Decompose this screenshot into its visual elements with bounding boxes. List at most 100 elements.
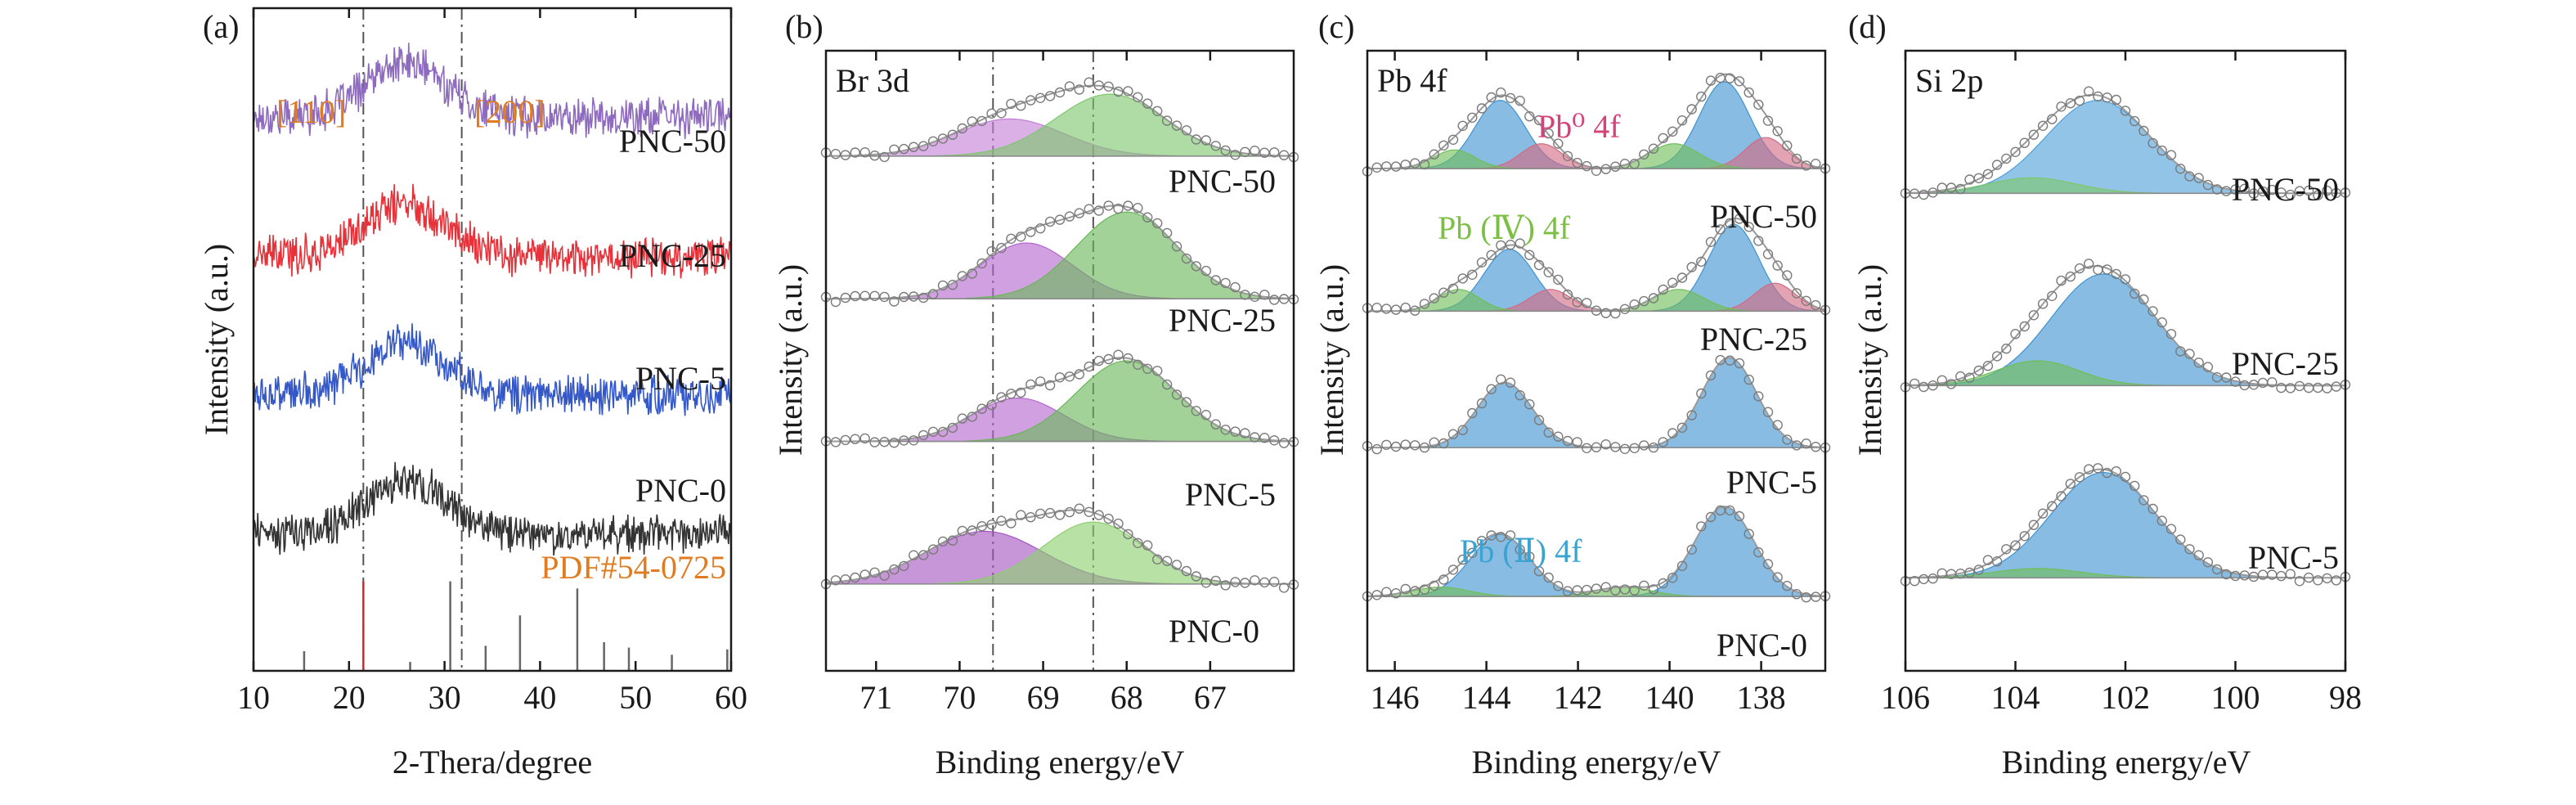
data-marker [1123, 200, 1133, 211]
data-marker [1772, 126, 1783, 137]
data-marker [1457, 120, 1468, 132]
data-marker [1629, 299, 1640, 310]
y-axis-label-d: Intensity (a.u.) [1851, 264, 1888, 456]
data-marker [879, 291, 890, 303]
data-marker [1936, 375, 1948, 385]
data-marker [1782, 270, 1793, 281]
data-marker [1753, 546, 1764, 558]
data-marker [1515, 390, 1525, 401]
data-marker [1025, 227, 1036, 237]
data-marker [1676, 272, 1688, 283]
data-marker [1524, 399, 1535, 410]
x-tick-label: 102 [2101, 679, 2150, 716]
data-marker [1093, 355, 1104, 367]
data-marker [1113, 86, 1124, 97]
data-marker [2111, 94, 2122, 106]
data-marker [1772, 572, 1783, 582]
data-marker [1467, 407, 1478, 419]
data-marker [2313, 190, 2323, 200]
annotation-pb-ii: Pb (Ⅱ) 4f [1460, 533, 1582, 569]
data-marker [2175, 534, 2186, 545]
data-marker [2028, 129, 2040, 140]
data-marker [1419, 299, 1430, 309]
data-marker [1084, 204, 1094, 214]
data-marker [2202, 179, 2214, 191]
data-marker [1686, 104, 1697, 115]
data-marker [1025, 95, 1036, 106]
data-marker [1753, 236, 1764, 246]
component-peak [1416, 381, 1594, 448]
data-marker [1113, 518, 1124, 529]
data-marker [840, 574, 851, 585]
data-marker [1034, 223, 1046, 234]
data-marker [1419, 159, 1430, 170]
data-marker [1268, 295, 1280, 305]
corner-label-si2p: Si 2p [1915, 62, 1983, 99]
data-marker [1142, 98, 1153, 109]
data-marker [879, 437, 890, 447]
data-marker [1667, 428, 1678, 438]
data-marker [957, 271, 968, 281]
data-marker [1591, 165, 1602, 177]
fit-envelope [825, 509, 1295, 585]
data-marker [927, 544, 939, 555]
data-marker [1909, 378, 1920, 389]
data-marker [2193, 550, 2204, 560]
y-axis-label-a: Intensity (a.u.) [198, 244, 235, 435]
data-marker [1054, 214, 1066, 225]
data-marker [1572, 585, 1582, 596]
data-marker [1591, 583, 1602, 594]
data-marker [850, 572, 860, 583]
data-marker [1151, 366, 1163, 376]
series-trace [253, 461, 732, 556]
data-marker [1419, 584, 1430, 595]
data-marker [1171, 389, 1183, 400]
data-marker [1034, 376, 1046, 387]
component-peak [1905, 177, 2174, 194]
series-label-pnc-25-c: PNC-25 [1700, 321, 1807, 358]
x-tick-label: 67 [1194, 679, 1227, 716]
data-marker [2028, 310, 2040, 321]
data-marker [2065, 97, 2076, 109]
data-marker [1801, 160, 1811, 171]
data-marker [2211, 372, 2223, 383]
component-peak [1936, 273, 2272, 386]
x-tick-label: 138 [1737, 679, 1786, 716]
series-label-pnc-25-b: PNC-25 [1169, 302, 1276, 339]
data-marker [996, 392, 1007, 402]
data-marker [1791, 288, 1802, 299]
data-marker [1467, 269, 1478, 280]
data-marker [1084, 361, 1094, 372]
data-marker [1696, 521, 1707, 532]
data-marker [1268, 577, 1280, 587]
data-marker [1054, 510, 1066, 520]
x-tick-label: 146 [1371, 679, 1420, 716]
plot-area-b [820, 51, 1299, 671]
data-marker [1390, 441, 1402, 452]
data-marker [2028, 519, 2040, 530]
data-marker [1457, 425, 1468, 435]
data-marker [1074, 369, 1085, 380]
data-marker [1973, 564, 1984, 575]
data-marker [1016, 387, 1026, 398]
data-marker [1505, 377, 1516, 388]
data-marker [1064, 506, 1075, 518]
x-tick-label: 69 [1027, 679, 1060, 716]
data-marker [957, 525, 968, 537]
data-marker [1025, 379, 1036, 390]
data-marker [2001, 153, 2012, 164]
series-label-pnc-5-a: PNC-5 [635, 360, 726, 397]
data-marker [1006, 98, 1016, 110]
data-marker [1191, 134, 1202, 145]
data-marker [1123, 86, 1133, 97]
series-label-pnc-0-c: PNC-0 [1717, 627, 1807, 663]
data-marker [1371, 303, 1382, 313]
data-marker [850, 147, 860, 158]
y-axis-label-b: Intensity (a.u.) [772, 264, 809, 456]
data-marker [1074, 208, 1085, 218]
data-marker [1582, 160, 1592, 172]
data-marker [1371, 162, 1382, 173]
data-marker [2102, 467, 2112, 479]
data-marker [1064, 81, 1075, 92]
